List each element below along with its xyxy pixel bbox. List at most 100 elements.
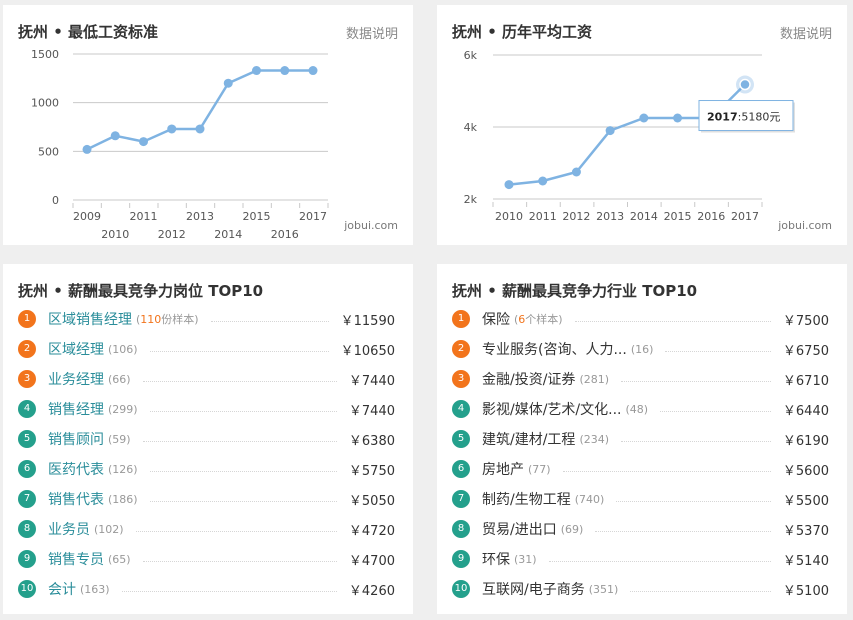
job-rank-item: 9 销售专员 (65) ￥4700 [18, 544, 395, 574]
sample-count: (163) [80, 582, 110, 596]
job-rank-item: 8 业务员 (102) ￥4720 [18, 514, 395, 544]
industry-name: 环保 [482, 552, 510, 568]
sample-count: (740) [574, 492, 605, 506]
industry-name: 互联网/电子商务 [482, 582, 585, 598]
data-point [538, 176, 548, 186]
job-name[interactable]: 会计 [48, 582, 76, 598]
salary-value: ￥6440 [782, 403, 829, 419]
sample-count: (110份样本) [136, 313, 199, 326]
job-name[interactable]: 销售经理 [48, 402, 104, 418]
avg-wage-chart: 2k 4k 6k 2010 2011 2012 2013 2014 2015 2016 2017 jo… [464, 49, 832, 232]
dotted-leader [149, 500, 337, 502]
data-point [139, 137, 148, 147]
rank-badge: 3 [452, 370, 470, 388]
job-rank-item: 4 销售经理 (299) ￥7440 [18, 394, 395, 424]
job-rank-item: 5 销售顾问 (59) ￥6380 [18, 424, 395, 454]
job-name[interactable]: 业务员 [48, 522, 90, 538]
dotted-leader [660, 410, 771, 412]
rank-badge: 8 [452, 520, 470, 538]
salary-value: ￥7500 [782, 313, 829, 329]
x-tick-label: 2015 [243, 210, 271, 223]
dotted-leader [149, 410, 337, 412]
sample-count: (351) [588, 582, 619, 596]
industry-name: 专业服务(咨询、人力... [482, 342, 627, 358]
sample-count: (59) [108, 432, 131, 446]
rank-badge: 1 [452, 310, 470, 328]
dotted-leader [210, 320, 329, 322]
rank-badge: 5 [18, 430, 36, 448]
job-name[interactable]: 医药代表 [48, 462, 104, 478]
sample-count: (186) [108, 492, 138, 506]
x-tick-label: 2012 [158, 228, 186, 241]
avg-wage-data-note-link[interactable]: 数据说明 [779, 27, 832, 42]
job-name[interactable]: 销售代表 [48, 492, 104, 508]
data-point [308, 66, 318, 76]
x-tick-label: 2013 [186, 210, 214, 223]
sample-count-highlight: 110 [140, 313, 162, 326]
watermark: jobui.com [343, 219, 398, 232]
salary-value: ￥4700 [348, 553, 395, 569]
salary-value: ￥4720 [348, 523, 395, 539]
sample-count: (299) [108, 402, 138, 416]
data-point [605, 126, 615, 136]
data-point [252, 66, 261, 76]
salary-value: ￥5600 [782, 463, 829, 479]
y-tick-label: 2k [464, 193, 478, 206]
job-name[interactable]: 业务经理 [48, 372, 104, 388]
salary-value: ￥5750 [348, 463, 395, 479]
job-rank-item: 2 区域经理 (106) ￥10650 [18, 334, 395, 364]
salary-value: ￥5050 [348, 493, 395, 509]
dotted-leader [149, 470, 337, 472]
rank-badge: 9 [452, 550, 470, 568]
x-tick-label: 2014 [630, 210, 658, 223]
min-wage-data-note-link[interactable]: 数据说明 [345, 27, 398, 42]
rank-badge: 6 [18, 460, 36, 478]
industry-name: 保险 [482, 312, 510, 328]
job-rank-item: 10 会计 (163) ￥4260 [18, 574, 395, 604]
sample-count: (77) [528, 462, 551, 476]
top-jobs-card: 抚州 • 薪酬最具竞争力岗位 TOP10 1 区域销售经理 (110份样本) ￥115… [3, 264, 413, 614]
job-name[interactable]: 区域经理 [48, 342, 104, 358]
y-tick-label: 500 [38, 145, 59, 158]
job-name[interactable]: 销售专员 [48, 552, 104, 568]
salary-value: ￥5100 [782, 583, 829, 599]
sample-count: (281) [579, 372, 610, 386]
data-point [110, 131, 120, 141]
rank-badge: 6 [452, 460, 470, 478]
x-tick-label: 2011 [529, 210, 557, 223]
industry-rank-item: 10 互联网/电子商务 (351) ￥5100 [452, 574, 829, 604]
rank-badge: 5 [452, 430, 470, 448]
x-tick-label: 2013 [596, 210, 624, 223]
top-jobs-title: 抚州 • 薪酬最具竞争力岗位 TOP10 [18, 282, 264, 300]
dotted-leader [142, 440, 337, 442]
rank-badge: 8 [18, 520, 36, 538]
industry-name: 制药/生物工程 [482, 492, 571, 508]
industry-rank-item: 3 金融/投资/证券 (281) ￥6710 [452, 364, 829, 394]
rank-badge: 2 [452, 340, 470, 358]
x-tick-label: 2016 [697, 210, 725, 223]
sample-count: (126) [108, 462, 138, 476]
industry-rank-item: 2 专业服务(咨询、人力... (16) ￥6750 [452, 334, 829, 364]
data-point [223, 78, 233, 88]
tooltip-box [698, 100, 794, 132]
salary-value: ￥6190 [782, 433, 829, 449]
rank-badge: 2 [18, 340, 36, 358]
data-point [571, 167, 581, 177]
top-jobs-list: 1 区域销售经理 (110份样本) ￥11590 2 区域经理 (106) ￥10650 3 业务… [18, 304, 395, 604]
job-name[interactable]: 区域销售经理 [48, 312, 132, 328]
job-name[interactable]: 销售顾问 [48, 432, 104, 448]
sample-count: (234) [579, 432, 610, 446]
industry-rank-item: 9 环保 (31) ￥5140 [452, 544, 829, 574]
dotted-leader [595, 530, 771, 532]
x-tick-label: 2017 [299, 210, 327, 223]
sample-count: (16) [630, 342, 654, 356]
industry-rank-item: 5 建筑/建材/工程 (234) ￥6190 [452, 424, 829, 454]
dotted-leader [135, 530, 337, 532]
avg-wage-card: 2k 4k 6k 2010 2011 2012 2013 2014 2015 2016 2017 jo… [437, 5, 847, 245]
dotted-leader [142, 380, 337, 382]
dotted-leader [142, 560, 337, 562]
data-point [639, 113, 649, 123]
salary-value: ￥5500 [782, 493, 829, 509]
industry-name: 房地产 [482, 462, 524, 478]
top-industries-card: 抚州 • 薪酬最具竞争力行业 TOP10 1 保险 (6个样本) ￥7500 2 专业服务… [437, 264, 847, 614]
